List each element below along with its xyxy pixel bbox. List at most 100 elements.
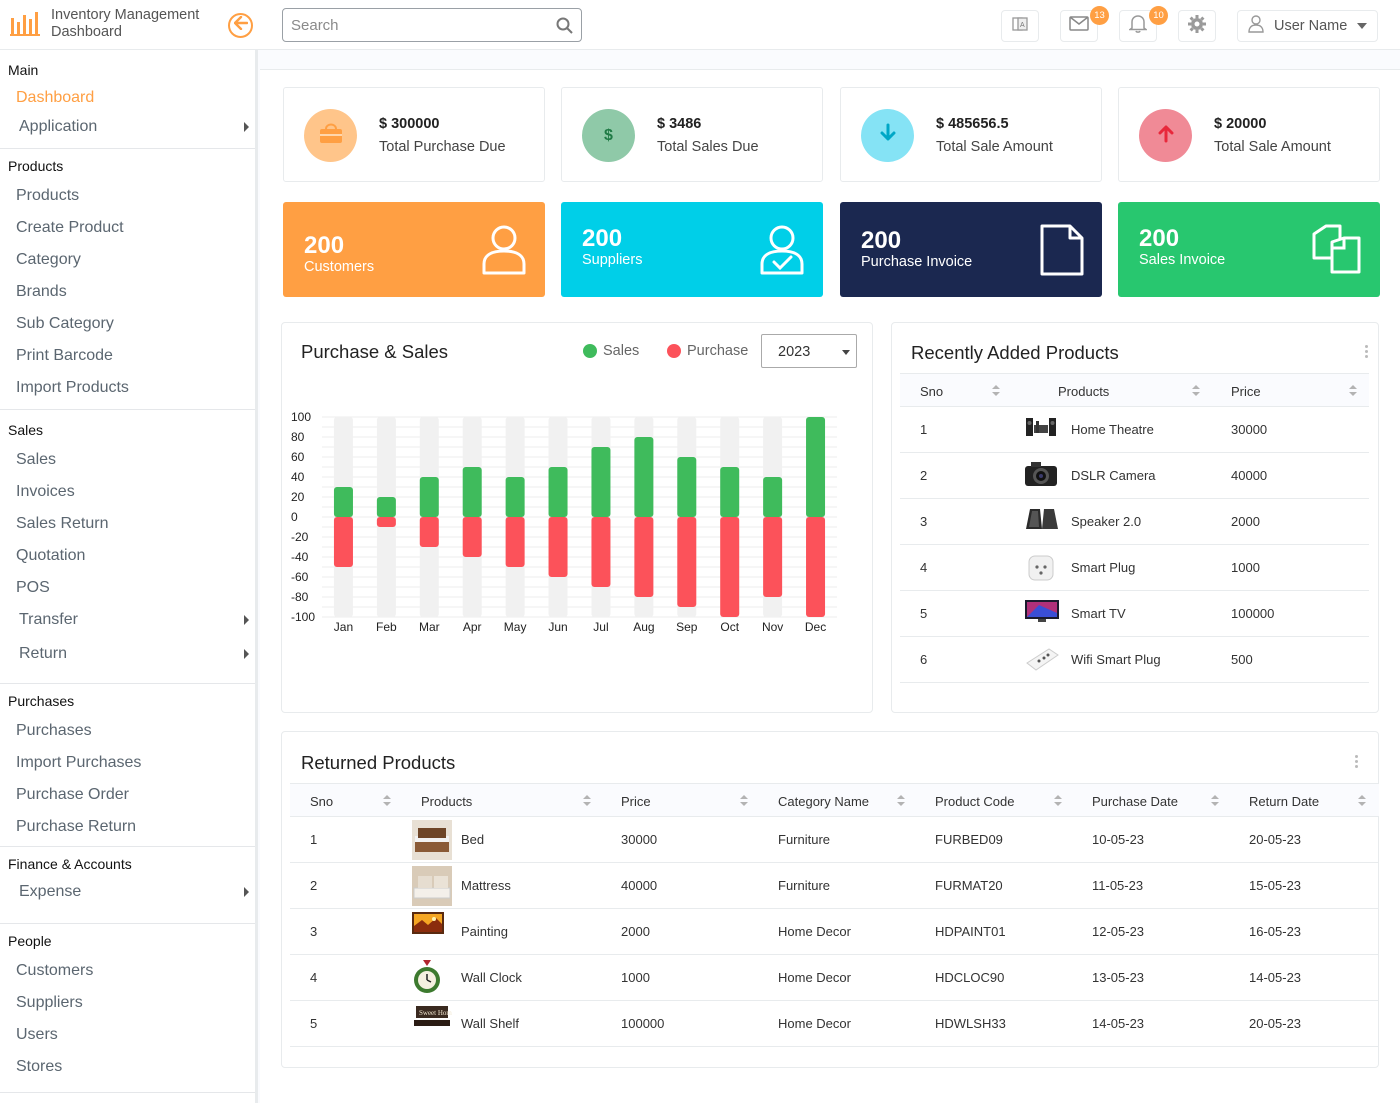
y-tick-label: -60 bbox=[291, 570, 309, 584]
sidebar-item-application[interactable]: Application bbox=[19, 118, 98, 135]
column-header-products[interactable]: Products bbox=[421, 794, 473, 809]
sidebar-item-quotation[interactable]: Quotation bbox=[16, 547, 86, 564]
count-card-customers[interactable]: 200 Customers bbox=[283, 202, 545, 297]
sidebar-item-sales-return[interactable]: Sales Return bbox=[16, 515, 109, 532]
stat-card-sale-amount[interactable]: $ 485656.5 Total Sale Amount bbox=[840, 87, 1102, 182]
sort-icon[interactable] bbox=[1054, 795, 1062, 807]
column-header-products[interactable]: Products bbox=[1058, 384, 1110, 399]
legend-sales[interactable]: Sales bbox=[583, 343, 639, 359]
table-row[interactable]: 1 Bed 30000 Furniture FURBED09 10-05-23 20-05-… bbox=[290, 817, 1379, 863]
column-header-purchase-date[interactable]: Purchase Date bbox=[1092, 794, 1178, 809]
sidebar-item-purchase-return[interactable]: Purchase Return bbox=[16, 818, 137, 835]
cell-product[interactable]: Wall Shelf bbox=[461, 1016, 520, 1031]
sidebar-item-pos[interactable]: POS bbox=[16, 579, 50, 596]
svg-text:Sweet Home: Sweet Home bbox=[419, 1009, 452, 1017]
y-tick-label: -100 bbox=[291, 610, 315, 624]
table-row[interactable]: 6 Wifi Smart Plug 500 bbox=[900, 637, 1369, 683]
table-row[interactable]: 3 Painting 2000 Home Decor HDPAINT01 12-05-23… bbox=[290, 909, 1379, 955]
count-card-sales-invoice[interactable]: 200 Sales Invoice bbox=[1118, 202, 1380, 297]
purchase-sales-title: Purchase & Sales bbox=[301, 341, 449, 362]
count-card-suppliers[interactable]: 200 Suppliers bbox=[561, 202, 823, 297]
cell-product[interactable]: Smart TV bbox=[1071, 606, 1126, 621]
sidebar-item-invoices[interactable]: Invoices bbox=[16, 483, 75, 500]
table-row[interactable]: 2 DSLR Camera 40000 bbox=[900, 453, 1369, 499]
recent-products-menu-icon[interactable] bbox=[1365, 345, 1369, 358]
search-icon[interactable] bbox=[556, 17, 573, 39]
table-row[interactable]: 4 Smart Plug 1000 bbox=[900, 545, 1369, 591]
column-header-sno[interactable]: Sno bbox=[920, 384, 944, 399]
sidebar-item-create-product[interactable]: Create Product bbox=[16, 219, 124, 236]
sidebar-item-suppliers[interactable]: Suppliers bbox=[16, 994, 83, 1011]
notifications-button[interactable]: 10 bbox=[1119, 6, 1168, 42]
sidebar-item-print-barcode[interactable]: Print Barcode bbox=[16, 347, 113, 364]
sort-icon[interactable] bbox=[1211, 795, 1219, 807]
cell-product[interactable]: Speaker 2.0 bbox=[1071, 514, 1142, 529]
sidebar-item-products[interactable]: Products bbox=[16, 187, 80, 204]
sort-icon[interactable] bbox=[740, 795, 748, 807]
table-row[interactable]: 1 Home Theatre 30000 bbox=[900, 407, 1369, 453]
sidebar-item-customers[interactable]: Customers bbox=[16, 962, 94, 979]
sidebar-item-category[interactable]: Category bbox=[16, 251, 81, 268]
column-header-category[interactable]: Category Name bbox=[778, 794, 870, 809]
sidebar-item-import-products[interactable]: Import Products bbox=[16, 379, 129, 396]
column-header-product-code[interactable]: Product Code bbox=[935, 794, 1015, 809]
year-select[interactable]: 2023 bbox=[761, 334, 857, 368]
sort-icon[interactable] bbox=[583, 795, 591, 807]
settings-button[interactable] bbox=[1178, 10, 1216, 42]
sidebar-item-expense[interactable]: Expense bbox=[19, 883, 82, 900]
cell-product[interactable]: Painting bbox=[461, 924, 508, 939]
sidebar-item-sub-category[interactable]: Sub Category bbox=[16, 315, 114, 332]
cell-product[interactable]: Wifi Smart Plug bbox=[1071, 652, 1161, 667]
sidebar-item-brands[interactable]: Brands bbox=[16, 283, 67, 300]
cell-product[interactable]: DSLR Camera bbox=[1071, 468, 1156, 483]
sidebar-item-import-purchases[interactable]: Import Purchases bbox=[16, 754, 142, 771]
sort-icon[interactable] bbox=[897, 795, 905, 807]
sidebar-item-dashboard[interactable]: Dashboard bbox=[16, 89, 95, 106]
sort-icon[interactable] bbox=[383, 795, 391, 807]
cell-product[interactable]: Mattress bbox=[461, 878, 511, 893]
app-logo[interactable]: Inventory Management Dashboard bbox=[10, 6, 199, 41]
user-menu-button[interactable]: User Name bbox=[1237, 10, 1378, 42]
legend-purchase[interactable]: Purchase bbox=[667, 343, 748, 359]
sidebar-item-users[interactable]: Users bbox=[16, 1026, 58, 1043]
search-input[interactable] bbox=[283, 9, 543, 41]
stat-card-purchase-due[interactable]: $ 300000 Total Purchase Due bbox=[283, 87, 545, 182]
sort-icon[interactable] bbox=[1358, 795, 1366, 807]
sidebar-item-return[interactable]: Return bbox=[19, 645, 68, 662]
stat-card-sale-amount-2[interactable]: $ 20000 Total Sale Amount bbox=[1118, 87, 1380, 182]
stat-card-sales-due[interactable]: $ $ 3486 Total Sales Due bbox=[561, 87, 823, 182]
sort-icon[interactable] bbox=[1192, 385, 1200, 397]
sidebar-item-sales[interactable]: Sales bbox=[16, 451, 57, 468]
cell-product[interactable]: Bed bbox=[461, 832, 485, 847]
sidebar-item-purchases[interactable]: Purchases bbox=[16, 722, 92, 739]
user-icon bbox=[1248, 14, 1264, 38]
x-tick-label: Sep bbox=[676, 620, 698, 634]
sidebar-toggle-button[interactable] bbox=[228, 13, 253, 38]
table-row[interactable]: 5 Sweet Home Wall Shelf 100000 Home Decor HDW… bbox=[290, 1001, 1379, 1047]
stat-value: $ 485656.5 bbox=[936, 116, 1009, 132]
purchase-bar bbox=[806, 517, 826, 617]
sales-bar bbox=[548, 467, 568, 517]
table-row[interactable]: 4 Wall Clock 1000 Home Decor HDCLOC90 13-05-2… bbox=[290, 955, 1379, 1001]
table-row[interactable]: 3 Speaker 2.0 2000 bbox=[900, 499, 1369, 545]
column-header-return-date[interactable]: Return Date bbox=[1249, 794, 1320, 809]
sort-icon[interactable] bbox=[1349, 385, 1357, 397]
column-header-price[interactable]: Price bbox=[1231, 384, 1261, 399]
messages-button[interactable]: 13 bbox=[1060, 6, 1109, 42]
sidebar-item-transfer[interactable]: Transfer bbox=[19, 611, 78, 628]
returned-products-menu-icon[interactable] bbox=[1355, 755, 1359, 768]
table-row[interactable]: 5 Smart TV 100000 bbox=[900, 591, 1369, 637]
sort-icon[interactable] bbox=[992, 385, 1000, 397]
language-button[interactable]: A bbox=[1001, 10, 1039, 42]
table-row[interactable]: 2 Mattress 40000 Furniture FURMAT20 11-05-23 1… bbox=[290, 863, 1379, 909]
cell-product[interactable]: Smart Plug bbox=[1071, 560, 1136, 575]
caret-right-icon bbox=[244, 615, 249, 625]
column-header-price[interactable]: Price bbox=[621, 794, 651, 809]
sidebar-item-stores[interactable]: Stores bbox=[16, 1058, 63, 1075]
y-tick-label: -20 bbox=[291, 530, 309, 544]
count-card-purchase-invoice[interactable]: 200 Purchase Invoice bbox=[840, 202, 1102, 297]
cell-product[interactable]: Home Theatre bbox=[1071, 422, 1154, 437]
sidebar-item-purchase-order[interactable]: Purchase Order bbox=[16, 786, 129, 803]
cell-product[interactable]: Wall Clock bbox=[461, 970, 522, 985]
column-header-sno[interactable]: Sno bbox=[310, 794, 334, 809]
